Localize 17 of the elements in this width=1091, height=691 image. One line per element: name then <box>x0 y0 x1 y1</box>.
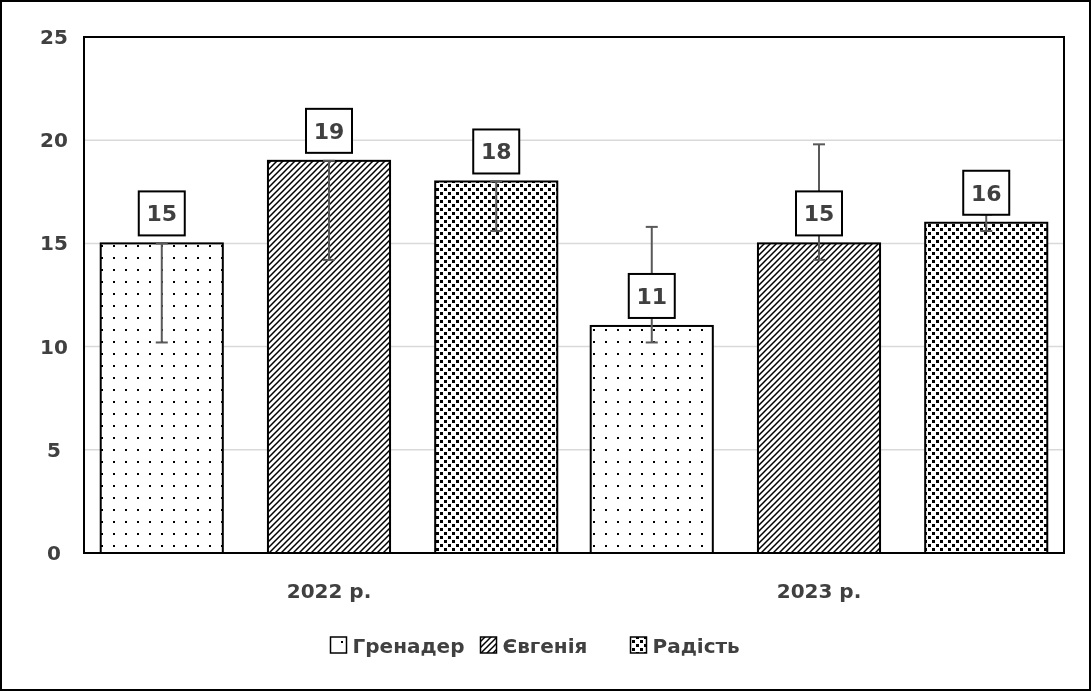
data-label: 19 <box>313 118 345 144</box>
data-label: 15 <box>146 201 178 227</box>
data-label: 18 <box>480 139 512 165</box>
y-tick-label: 10 <box>40 334 68 359</box>
y-tick-label: 15 <box>40 231 68 256</box>
data-label: 16 <box>970 180 1002 206</box>
x-tick-label: 2023 р. <box>776 579 862 603</box>
y-tick-label: 20 <box>40 128 68 153</box>
data-label: 11 <box>636 283 668 309</box>
data-label: 15 <box>803 201 835 227</box>
legend-label: Євгенія <box>502 634 588 658</box>
y-tick-label: 5 <box>47 437 61 462</box>
x-tick-label: 2022 р. <box>286 579 372 603</box>
y-tick-label: 0 <box>47 541 61 565</box>
legend-label: Радість <box>652 634 740 658</box>
legend-label: Гренадер <box>352 634 465 658</box>
y-tick-label: 25 <box>40 25 68 49</box>
